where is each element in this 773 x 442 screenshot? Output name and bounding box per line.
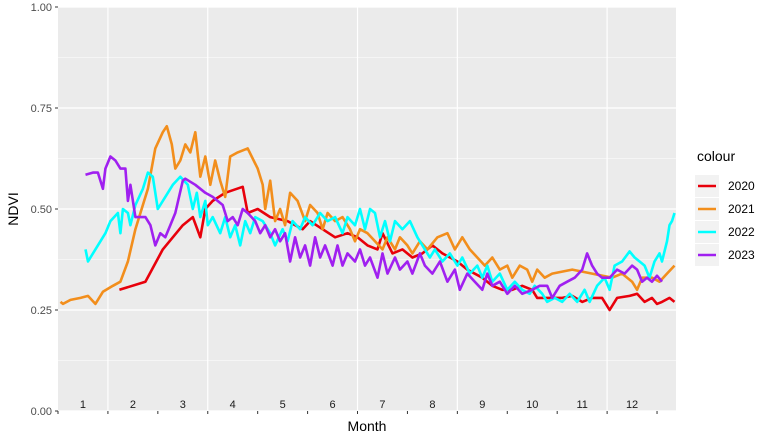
legend-label-2020: 2020 xyxy=(728,179,755,193)
series-line-2022 xyxy=(84,171,676,304)
series-line-2021 xyxy=(59,124,676,306)
month-label: 2 xyxy=(130,399,136,411)
month-label: 4 xyxy=(230,399,236,411)
month-label: 11 xyxy=(576,399,587,411)
month-label: 3 xyxy=(180,399,186,411)
month-label: 5 xyxy=(280,399,286,411)
month-label: 9 xyxy=(479,399,485,411)
legend-title: colour xyxy=(697,148,735,164)
month-label: 12 xyxy=(626,399,638,411)
month-label: 1 xyxy=(80,399,86,411)
legend-label-2021: 2021 xyxy=(728,202,755,216)
y-tick-label: 0.25 xyxy=(31,305,52,317)
legend: colour 2020 2021 2022 2023 xyxy=(695,148,755,266)
legend-label-2023: 2023 xyxy=(728,248,755,262)
x-axis: 1 2 3 4 5 6 7 8 9 10 11 12 xyxy=(57,399,658,414)
y-axis-title: NDVI xyxy=(5,192,21,225)
series-lines xyxy=(59,124,676,312)
month-label: 6 xyxy=(329,399,335,411)
month-label: 8 xyxy=(429,399,435,411)
x-axis-title: Month xyxy=(348,418,387,434)
y-tick-label: 0.50 xyxy=(31,204,52,216)
series-line-2023 xyxy=(85,155,663,300)
y-tick-label: 0.00 xyxy=(31,406,52,418)
month-label: 10 xyxy=(526,399,538,411)
y-tick-label: 0.75 xyxy=(31,103,52,115)
y-tick-label: 1.00 xyxy=(31,2,52,14)
month-label: 7 xyxy=(379,399,385,411)
grid-lines xyxy=(58,6,676,412)
legend-label-2022: 2022 xyxy=(728,225,755,239)
y-axis: 0.00 0.25 0.50 0.75 1.00 xyxy=(31,2,58,418)
